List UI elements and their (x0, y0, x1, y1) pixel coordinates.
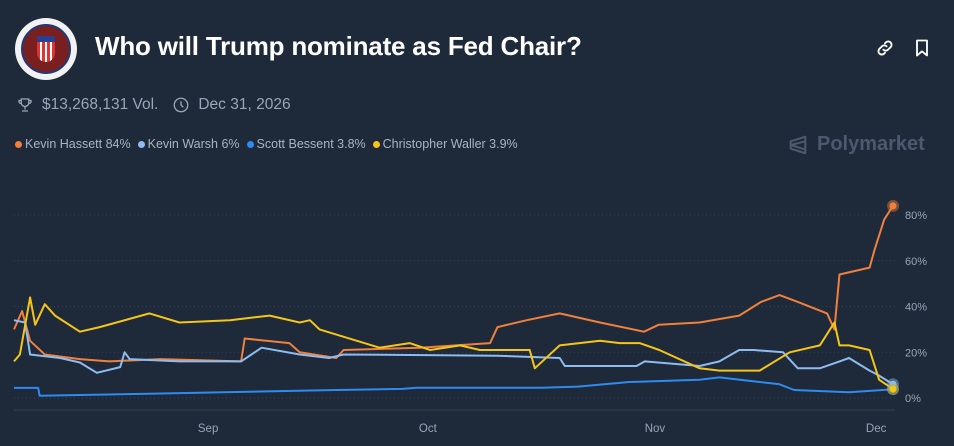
x-tick-label: Oct (419, 423, 438, 435)
legend-dot (15, 140, 22, 148)
volume-text: $13,268,131 Vol. (42, 96, 159, 113)
chart-legend: Kevin Hassett 84% Kevin Warsh 6% Scott B… (15, 137, 525, 151)
legend-item-warsh: Kevin Warsh 6% (137, 137, 240, 151)
y-tick-label: 60% (905, 256, 927, 268)
legend-label: Kevin Hassett 84% (25, 137, 131, 151)
x-tick-label: Nov (645, 423, 666, 435)
legend-label: Scott Bessent 3.8% (256, 137, 366, 151)
legend-dot (246, 140, 254, 148)
clock-icon (173, 97, 189, 113)
polymarket-logo-icon (789, 135, 807, 154)
trophy-icon (18, 98, 32, 112)
link-icon[interactable] (875, 38, 895, 58)
y-tick-label: 80% (905, 210, 927, 222)
end-point-christopher-waller (889, 385, 897, 393)
series-line-scott-bessent (14, 376, 894, 397)
series-line-kevin-warsh (13, 319, 894, 386)
legend-label: Christopher Waller 3.9% (382, 137, 518, 151)
x-tick-label: Dec (866, 423, 887, 435)
series-line-christopher-waller (13, 296, 894, 390)
legend-dot (372, 140, 380, 148)
end-point-kevin-hassett (889, 202, 897, 210)
legend-item-hassett: Kevin Hassett 84% (15, 137, 131, 151)
polymarket-brand: Polymarket (787, 133, 925, 156)
page-title: Who will Trump nominate as Fed Chair? (95, 31, 582, 61)
y-tick-label: 20% (905, 347, 927, 359)
end-point-kevin-warsh (889, 380, 897, 388)
bookmark-icon[interactable] (912, 38, 932, 58)
series-line-kevin-hassett (13, 205, 894, 363)
y-tick-label: 40% (905, 302, 927, 314)
x-tick-label: Sep (198, 423, 218, 435)
y-tick-label: 0% (905, 393, 921, 405)
market-meta: $13,268,131 Vol. Dec 31, 2026 (16, 96, 291, 114)
fed-seal-logo (15, 18, 77, 80)
legend-item-bessent: Scott Bessent 3.8% (246, 137, 366, 151)
legend-label: Kevin Warsh 6% (147, 137, 240, 151)
legend-dot (137, 140, 145, 148)
brand-name: Polymarket (817, 133, 925, 155)
end-date-text: Dec 31, 2026 (198, 96, 291, 113)
legend-item-waller: Christopher Waller 3.9% (372, 137, 518, 151)
